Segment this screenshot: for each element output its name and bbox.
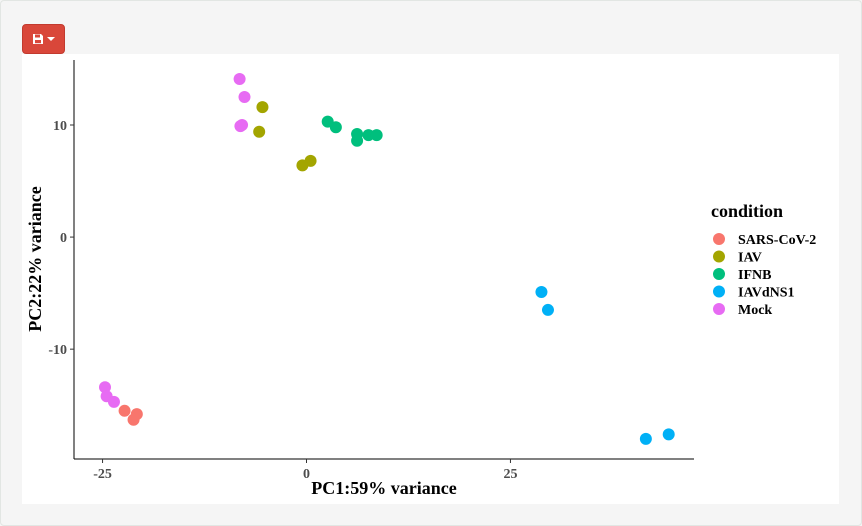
x-tick-label: 25 [503, 467, 517, 482]
caret-down-icon [47, 36, 55, 42]
y-tick-label: -10 [48, 343, 67, 358]
data-point [238, 90, 251, 103]
data-point [541, 303, 554, 316]
data-point [370, 129, 383, 142]
data-point [127, 413, 140, 426]
legend-label: IAVdNS1 [738, 286, 795, 301]
x-tick-label: -25 [93, 467, 112, 482]
data-point [329, 121, 342, 134]
data-point [107, 395, 120, 408]
y-axis-title: PC2:22% variance [25, 186, 45, 331]
axes [73, 60, 694, 460]
data-point [233, 73, 246, 86]
legend-label: Mock [738, 303, 772, 318]
y-ticks: -10 0 10 [48, 119, 74, 358]
data-point [535, 286, 548, 299]
x-axis-title: PC1:59% variance [311, 478, 456, 498]
x-ticks: -25 0 25 [93, 459, 517, 482]
legend-key [713, 268, 725, 280]
legend-key [713, 285, 725, 298]
legend-label: IFNB [738, 268, 771, 283]
legend: condition SARS-CoV-2 IAV IFNB IAVdNS1 Mock [711, 201, 816, 318]
legend-key [713, 303, 725, 315]
save-plot-button[interactable] [22, 24, 65, 54]
data-point [351, 134, 364, 147]
data-point [639, 432, 652, 445]
legend-label: SARS-CoV-2 [738, 233, 816, 248]
legend-key [713, 250, 725, 263]
floppy-disk-icon [32, 33, 44, 45]
y-tick-label: 10 [53, 119, 67, 134]
data-points [99, 73, 675, 445]
y-tick-label: 0 [60, 231, 67, 246]
data-point [296, 159, 309, 172]
data-point [118, 404, 131, 417]
legend-key [713, 233, 725, 245]
data-point [256, 101, 269, 114]
plot-panel: -25 0 25 -10 0 10 PC1:59% variance PC2:22% v… [22, 54, 839, 504]
pca-scatter-chart: -25 0 25 -10 0 10 PC1:59% variance PC2:22% v… [25, 60, 816, 498]
legend-label: IAV [738, 251, 762, 266]
data-point [662, 428, 675, 441]
x-tick-label: 0 [303, 467, 310, 482]
data-point [234, 120, 247, 133]
data-point [99, 381, 111, 394]
legend-title: condition [711, 201, 783, 221]
data-point [253, 125, 266, 138]
